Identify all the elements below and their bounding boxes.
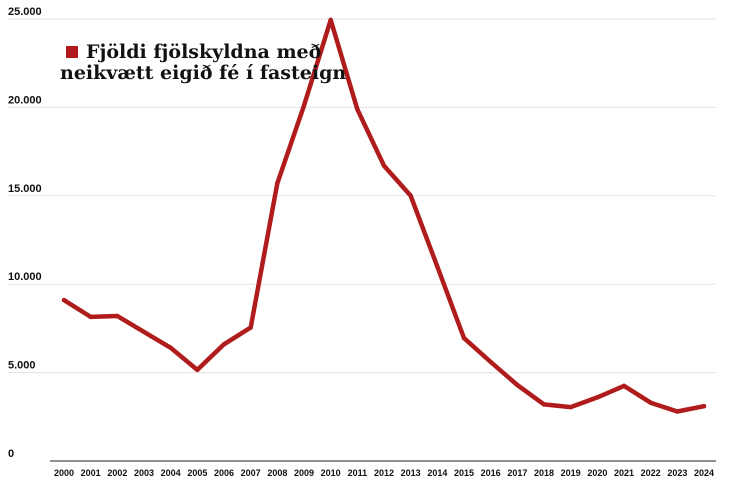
data-point bbox=[328, 17, 333, 23]
x-tick-label: 2023 bbox=[667, 468, 687, 478]
y-tick-label: 15.000 bbox=[8, 183, 42, 195]
x-tick-label: 2001 bbox=[81, 468, 101, 478]
data-point bbox=[541, 402, 547, 407]
data-point bbox=[141, 329, 147, 335]
x-tick-label: 2010 bbox=[321, 468, 341, 478]
data-point bbox=[381, 163, 387, 168]
data-point bbox=[675, 409, 680, 414]
x-tick-label: 2016 bbox=[481, 468, 501, 478]
x-tick-label: 2024 bbox=[694, 468, 714, 478]
data-point bbox=[168, 345, 173, 351]
data-point bbox=[115, 313, 120, 319]
x-tick-label: 2006 bbox=[214, 468, 234, 478]
x-tick-label: 2005 bbox=[187, 468, 207, 478]
x-tick-label: 2015 bbox=[454, 468, 474, 478]
x-tick-label: 2011 bbox=[348, 468, 368, 478]
legend-label-line-2: neikvætt eigið fé í fasteign bbox=[60, 62, 346, 84]
y-tick-label: 20.000 bbox=[8, 94, 42, 106]
x-tick-label: 2014 bbox=[427, 468, 447, 478]
grid-lines bbox=[8, 18, 716, 374]
legend-swatch bbox=[66, 46, 78, 58]
data-point bbox=[195, 367, 200, 373]
x-tick-label: 2008 bbox=[267, 468, 287, 478]
x-tick-label: 2003 bbox=[134, 468, 154, 478]
y-tick-label: 10.000 bbox=[8, 271, 42, 283]
y-tick-label: 25.000 bbox=[8, 6, 42, 18]
data-point bbox=[355, 106, 360, 112]
x-tick-label: 2009 bbox=[294, 468, 314, 478]
x-tick-label: 2017 bbox=[507, 468, 527, 478]
data-point bbox=[301, 103, 307, 108]
legend-label-line-1: Fjöldi fjölskyldna með bbox=[86, 41, 321, 63]
x-tick-label: 2019 bbox=[561, 468, 581, 478]
x-tick-label: 2000 bbox=[54, 468, 74, 478]
data-point bbox=[61, 297, 67, 303]
x-tick-label: 2018 bbox=[534, 468, 554, 478]
x-axis-ticks: 2000 2001 2002 2003 2004 2005 2006 2007 2008 2009… bbox=[54, 468, 714, 478]
data-point bbox=[515, 382, 520, 388]
x-tick-label: 2007 bbox=[241, 468, 261, 478]
data-point bbox=[248, 325, 253, 330]
data-point bbox=[648, 400, 653, 405]
y-axis-ticks: 0 5.000 10.000 15.000 20.000 25.000 bbox=[8, 6, 42, 460]
data-point bbox=[461, 335, 467, 341]
data-point bbox=[408, 193, 413, 198]
data-point bbox=[595, 395, 600, 400]
y-tick-label: 5.000 bbox=[8, 360, 36, 372]
x-tick-label: 2012 bbox=[374, 468, 394, 478]
x-tick-label: 2021 bbox=[614, 468, 634, 478]
x-tick-label: 2020 bbox=[587, 468, 607, 478]
legend: Fjöldi fjölskyldna með neikvætt eigið fé… bbox=[60, 41, 346, 84]
x-tick-label: 2002 bbox=[107, 468, 127, 478]
series-layer bbox=[61, 17, 707, 414]
data-point bbox=[701, 403, 707, 409]
y-tick-label: 0 bbox=[8, 448, 14, 460]
data-point bbox=[275, 181, 280, 186]
x-tick-label: 2004 bbox=[161, 468, 181, 478]
data-point bbox=[488, 359, 493, 365]
x-tick-label: 2013 bbox=[401, 468, 421, 478]
x-tick-label: 2022 bbox=[641, 468, 661, 478]
data-point bbox=[568, 404, 573, 410]
data-point bbox=[88, 314, 93, 320]
data-point bbox=[221, 342, 227, 347]
data-point bbox=[435, 264, 440, 269]
data-point bbox=[621, 383, 627, 389]
